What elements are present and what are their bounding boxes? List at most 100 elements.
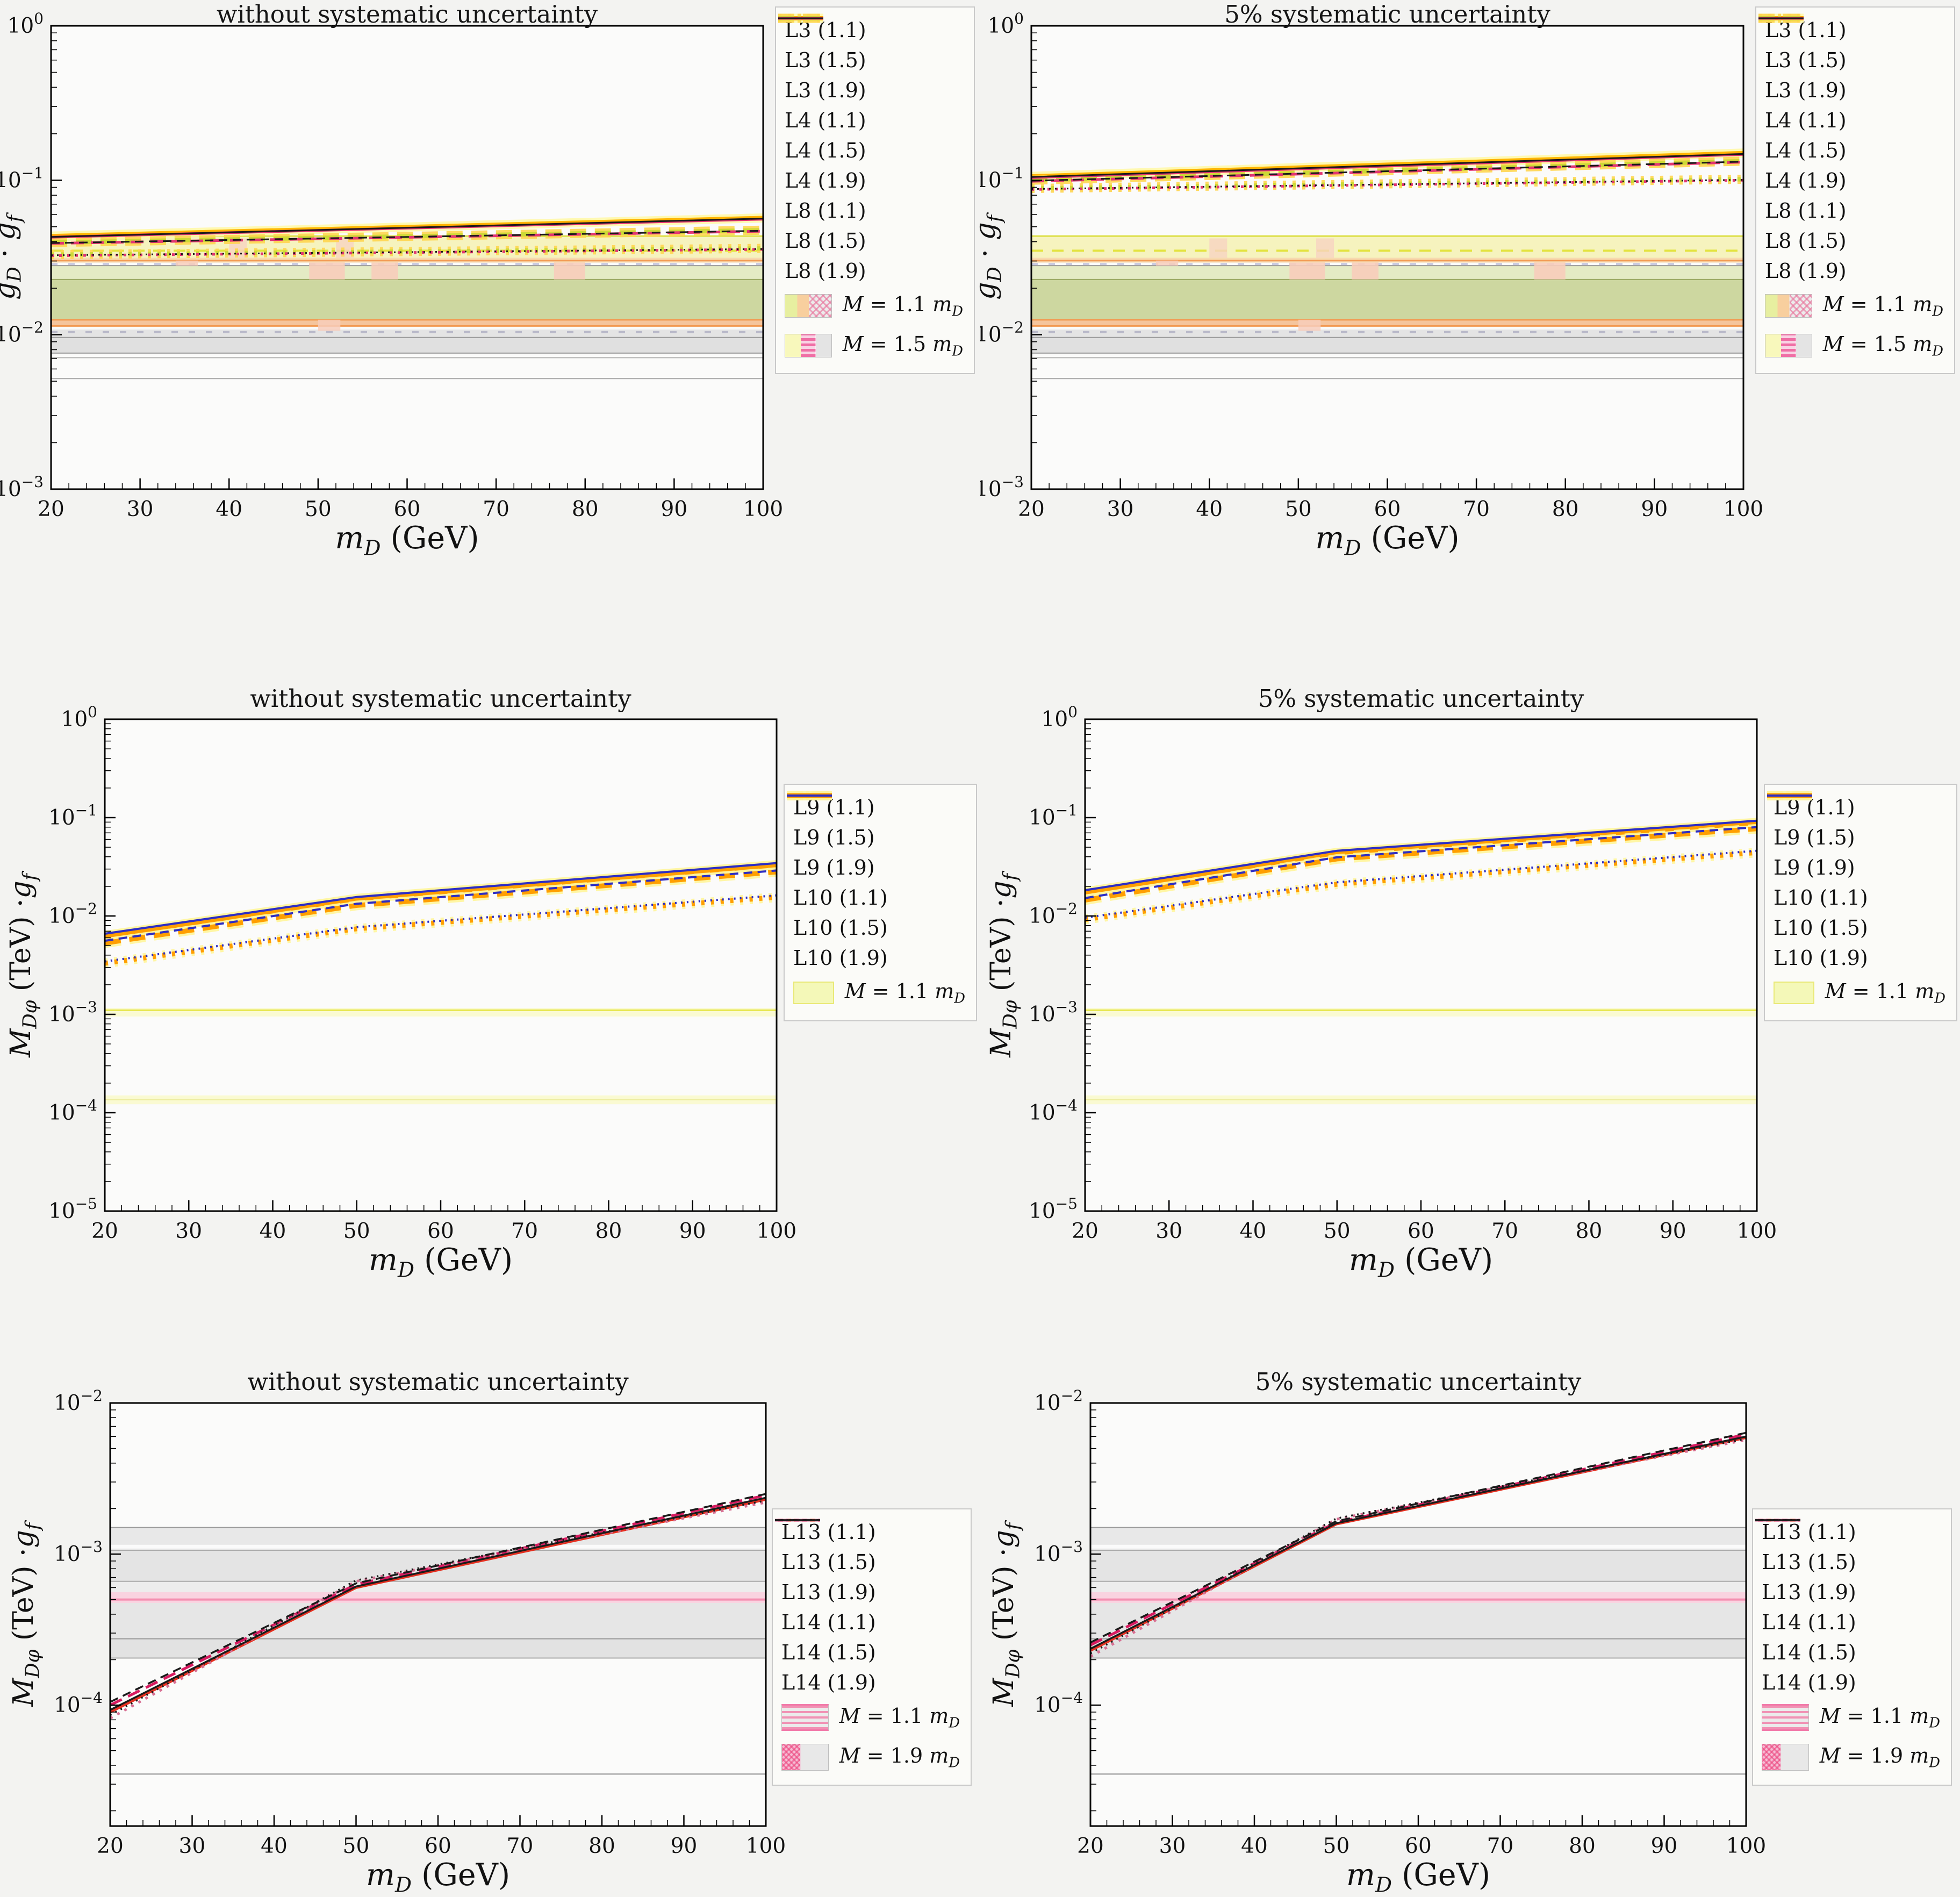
x-tick-label: 90 — [1641, 497, 1668, 521]
y-axis-label: MDφ (TeV) ·gf — [988, 1443, 1037, 1787]
label-segment: D — [1932, 303, 1943, 320]
legend-entry: L14 (1.1) — [1755, 1519, 1940, 1637]
legend-label: L14 (1.1) — [781, 1610, 876, 1634]
label-segment: D — [949, 1755, 960, 1771]
label-segment: M — [1822, 332, 1844, 356]
label-segment: L9 (1.5) — [793, 826, 875, 849]
label-segment: L13 (1.5) — [1762, 1550, 1856, 1574]
legend-entry: L3 (1.9) — [1758, 13, 1943, 105]
legend-label: L4 (1.1) — [785, 109, 866, 132]
x-tick-label: 70 — [1463, 497, 1490, 521]
legend-entry: L4 (1.9) — [778, 17, 963, 196]
x-tick-label: 60 — [394, 497, 421, 521]
legend-line-swatch — [1758, 17, 1804, 19]
label-segment: M — [985, 1028, 1017, 1057]
x-tick-label: 40 — [216, 497, 242, 521]
label-segment: = 1.5 — [1843, 332, 1913, 356]
label-segment: D — [952, 303, 963, 320]
y-tick-label: 10−2 — [54, 1387, 103, 1415]
label-segment: L10 (1.9) — [1774, 946, 1868, 970]
label-segment: D — [364, 536, 381, 561]
legend-entry: L14 (1.1) — [775, 1519, 960, 1637]
label-segment: L9 (1.9) — [793, 856, 875, 879]
legend-label: L10 (1.9) — [793, 946, 888, 970]
series-l13-1-5- — [109, 1494, 766, 1707]
label-segment: f — [19, 873, 41, 881]
y-axis-label: MDφ (TeV) ·gf — [985, 793, 1035, 1137]
x-tick-label: 40 — [261, 1834, 288, 1858]
plot-canvas-bottom-right: 20 30 40 50 60 70 80 90 100 10−2 10−3 10−4 — [1034, 1387, 1766, 1858]
x-tick-label: 80 — [1569, 1834, 1596, 1858]
label-segment: L3 (1.9) — [785, 78, 866, 102]
label-segment: g — [985, 880, 1017, 898]
x-tick-label: 50 — [343, 1219, 370, 1243]
label-segment: m — [929, 1743, 949, 1767]
label-segment: L14 (1.5) — [781, 1641, 876, 1664]
label-segment: g — [8, 1529, 40, 1548]
y-tick-label: 100 — [61, 703, 97, 732]
label-segment: (TeV) · — [5, 898, 37, 1000]
legend-entry: L13 (1.5) — [775, 1519, 960, 1577]
legend-entry: L10 (1.5) — [1767, 794, 1945, 943]
label-segment: f — [999, 873, 1022, 881]
exclusion-band — [51, 319, 763, 326]
legend-label: L9 (1.9) — [1774, 856, 1855, 879]
series-l9-1-9- — [104, 894, 777, 966]
x-axis-label: mD (GeV) — [1085, 1242, 1757, 1282]
plot-title: without systematic uncertainty — [250, 684, 631, 713]
label-segment: m — [1909, 1703, 1929, 1728]
hatch-patch — [1209, 238, 1227, 258]
x-tick-label: 50 — [1323, 1834, 1350, 1858]
legend-entry: L3 (1.5) — [1758, 13, 1943, 75]
label-segment: D — [954, 990, 965, 1007]
label-segment: L3 (1.5) — [785, 48, 866, 72]
x-tick-label: 90 — [671, 1834, 698, 1858]
label-segment: D — [394, 1873, 412, 1897]
x-tick-label: 20 — [1018, 497, 1045, 521]
y-tick-label: 10−5 — [1029, 1195, 1078, 1223]
y-tick-label: 10−3 — [1034, 1538, 1083, 1566]
x-tick-label: 30 — [127, 497, 154, 521]
y-tick-label: 10−5 — [48, 1195, 97, 1223]
subplot-mid-right: 20 30 40 50 60 70 80 90 100 100 10−1 10−2 10−3 10−4 10… — [980, 631, 1960, 1282]
label-segment: D — [983, 267, 1006, 282]
legend-entry: L3 (1.9) — [778, 13, 963, 105]
series-l10-1-5- — [104, 869, 777, 942]
x-tick-label: 90 — [661, 497, 688, 521]
label-segment: M — [1819, 1703, 1841, 1728]
label-segment: D — [1344, 536, 1361, 561]
x-tick-label: 90 — [679, 1219, 706, 1243]
label-segment: L9 (1.9) — [1774, 856, 1855, 879]
legend-patch-swatch — [781, 1744, 829, 1771]
series-l10-1-1- — [1085, 819, 1757, 891]
legend-label: L14 (1.5) — [781, 1641, 876, 1664]
subplot-top-left: 20 30 40 50 60 70 80 90 100 100 10−1 10−2 10−3 witho… — [0, 0, 980, 631]
plot-canvas-mid-right: 20 30 40 50 60 70 80 90 100 100 10−1 10−2 10−3 10−4 10… — [1029, 703, 1777, 1243]
legend-entry: L8 (1.9) — [1758, 17, 1943, 286]
label-segment: f — [1002, 1522, 1024, 1530]
y-tick-label: 10−1 — [980, 164, 1024, 192]
label-segment: = 1.1 — [860, 1703, 930, 1728]
x-axis-label: mD (GeV) — [1031, 520, 1743, 560]
x-tick-label: 40 — [1240, 1219, 1267, 1243]
label-segment: (GeV) — [1361, 520, 1460, 556]
legend-entry: L10 (1.9) — [787, 794, 965, 973]
x-tick-label: 100 — [1737, 1219, 1777, 1243]
label-segment: M — [839, 1743, 860, 1767]
legend-label: L3 (1.5) — [785, 48, 866, 72]
exclusion-band — [1031, 330, 1743, 338]
label-segment: f — [983, 215, 1006, 223]
series-l9-1-1- — [104, 862, 777, 939]
legend-label: M = 1.9 mD — [1820, 1744, 1940, 1771]
legend-entry: L10 (1.1) — [1767, 794, 1945, 913]
label-segment: g — [970, 282, 1002, 300]
label-segment: (GeV) — [1392, 1857, 1491, 1893]
legend-entry: L3 (1.5) — [778, 13, 963, 75]
legend-entry: L4 (1.5) — [778, 17, 963, 166]
label-segment: m — [1913, 332, 1933, 356]
x-tick-label: 20 — [91, 1219, 118, 1243]
y-tick-label: 10−1 — [0, 164, 44, 192]
x-tick-label: 20 — [1077, 1834, 1104, 1858]
legend-label: L9 (1.5) — [1774, 826, 1855, 849]
exclusion-band — [1031, 235, 1743, 258]
